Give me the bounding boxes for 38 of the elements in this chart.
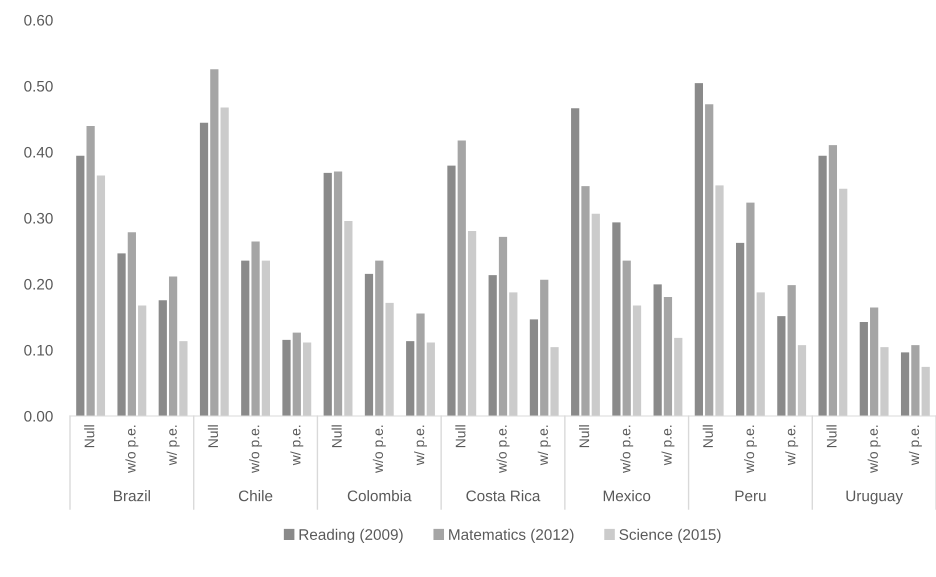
x-tick-label: Null (702, 425, 713, 448)
y-tick-label: 0.40 (24, 146, 53, 158)
x-tick-label: w/o p.e. (372, 426, 386, 473)
x-tick-label: Null (579, 425, 590, 448)
x-tick-label: Null (208, 425, 218, 448)
y-tick-label: 0.10 (24, 344, 53, 356)
y-tick-label: 0.20 (24, 278, 53, 290)
y-tick-label: 0.00 (24, 410, 53, 422)
x-tick-label: Null (84, 425, 94, 448)
x-tick-label: w/ p.e. (908, 426, 922, 466)
legend-label: Reading (2009) (300, 528, 403, 543)
x-tick-label: w/ p.e. (661, 426, 674, 466)
x-tick-label: Null (332, 425, 342, 448)
x-tick-label: w/ p.e. (414, 426, 427, 466)
legend-label: Science (2015) (619, 528, 721, 543)
text: Brazil (114, 490, 150, 502)
x-tick-label: w/o p.e. (868, 426, 881, 473)
x-tick-label: w/o p.e. (496, 426, 510, 473)
x-tick-label: w/o p.e. (744, 426, 757, 473)
x-tick-label: w/ p.e. (166, 426, 180, 466)
x-tick-label: w/ p.e. (538, 426, 551, 466)
y-tick-label: 0.30 (24, 212, 53, 224)
x-tick-label: w/o p.e. (249, 426, 262, 473)
x-tick-label: w/ p.e. (785, 426, 798, 466)
text: Costa Rica (466, 490, 540, 502)
y-tick-label: 0.60 (24, 14, 53, 26)
legend-label: Matematics (2012) (449, 528, 574, 543)
x-tick-label: w/o p.e. (620, 426, 634, 473)
x-tick-label: Null (826, 425, 837, 448)
x-tick-label: w/ p.e. (290, 426, 304, 466)
text: Chile (238, 490, 272, 502)
text: Uruguay (846, 490, 903, 504)
text: Colombia (348, 490, 412, 502)
x-tick-label: w/o p.e. (125, 426, 138, 473)
text: Mexico (604, 490, 650, 502)
text: Peru (736, 490, 766, 502)
x-tick-label: Null (455, 425, 466, 448)
y-tick-label: 0.50 (24, 80, 53, 92)
